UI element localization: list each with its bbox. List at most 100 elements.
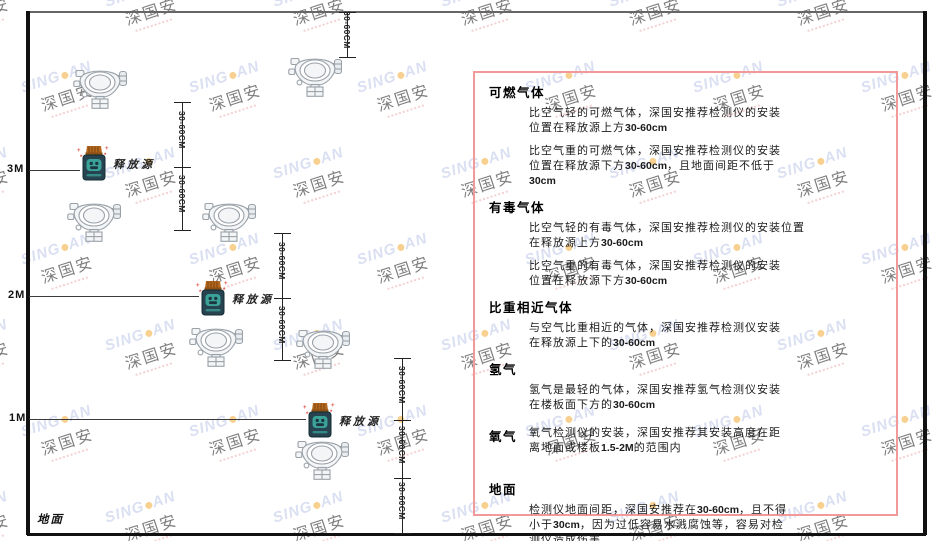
brand-dot-icon (312, 157, 322, 166)
brand-cjk-char: 安 (0, 512, 11, 534)
brand-watermark-code-mark (135, 18, 173, 33)
brand-watermark-cjk: 深国安 (122, 333, 186, 374)
release-source-icon: + + * * (196, 280, 230, 321)
gas-detector-icon (73, 67, 128, 114)
brand-cjk-char: 国 (56, 432, 78, 454)
brand-cjk-char: 安 (0, 340, 11, 362)
dimension-tick (339, 12, 356, 13)
dimension-tick (394, 478, 411, 479)
brand-watermark-cjk: 深国安 (458, 0, 522, 30)
panel-section-paragraph: 比空气重的可燃气体，深国安推荐检测仪的安装 位置在释放源下方30-60cm，且地面… (529, 145, 781, 187)
release-source-icon: + + * * (77, 145, 111, 186)
right-wall-line (923, 11, 927, 535)
panel-section-paragraph: 比空气重的有毒气体，深国安推荐检测仪的安装 位置在释放源下方30-60cm (529, 260, 781, 287)
svg-text:+: + (105, 146, 109, 152)
brand-watermark-code-mark (0, 18, 5, 33)
brand-cjk-char: 安 (73, 426, 95, 448)
svg-text:*: * (199, 290, 202, 296)
gas-installation-notes-panel: 可燃气体比空气轻的可燃气体，深国安推荐检测仪的安装 位置在释放源上方30-60cm… (473, 71, 898, 541)
dimension-label: 30-60CM (342, 11, 352, 49)
brand-watermark-code-mark (387, 276, 425, 291)
svg-text:*: * (223, 288, 226, 294)
brand-cjk-char: 国 (140, 346, 162, 368)
brand-dot-icon (60, 71, 70, 80)
brand-cjk-char: 国 (896, 432, 918, 454)
brand-cjk-char: 安 (157, 512, 179, 534)
brand-cjk-char: 国 (140, 518, 162, 540)
brand-cjk-char: 深 (459, 8, 480, 30)
brand-watermark-code-mark (135, 190, 173, 205)
gas-detector-icon (189, 325, 244, 372)
panel-section-paragraph: 检测仪地面间距，深国安推荐在30-60cm，且不得 小于30cm，因为过低容易水溅… (529, 504, 788, 541)
brand-watermark-cjk: 深国安 (38, 419, 102, 460)
ground-line (27, 533, 926, 536)
brand-watermark-code-mark (303, 18, 341, 33)
brand-watermark-code-mark (0, 362, 5, 377)
gas-detector-icon (288, 55, 343, 102)
brand-cjk-char: 深 (375, 266, 396, 288)
brand-cjk-char: 国 (392, 260, 414, 282)
dimension-tick (274, 233, 291, 234)
brand-cjk-char: 深 (795, 8, 816, 30)
brand-watermark-cjk: 深国安 (206, 419, 270, 460)
brand-cjk-char: 安 (409, 254, 431, 276)
dimension-tick (394, 533, 411, 534)
panel-section: 可燃气体比空气轻的可燃气体，深国安推荐检测仪的安装 位置在释放源上方30-60cm… (489, 82, 882, 189)
panel-section-paragraph: 比空气轻的有毒气体，深国安推荐检测仪的安装位置 在释放源上方30-60cm (529, 222, 805, 249)
brand-watermark-code-mark (51, 448, 89, 463)
panel-section-heading: 地面 (489, 483, 518, 497)
dimension-label: 30-60CM (277, 306, 287, 344)
brand-cjk-char: 安 (325, 168, 347, 190)
dimension-label: 30-60CM (177, 111, 187, 149)
brand-cjk-char: 深 (627, 8, 648, 30)
dimension-tick (174, 167, 191, 168)
svg-text:*: * (306, 412, 309, 418)
brand-watermark-code-mark (303, 190, 341, 205)
brand-watermark-code-mark (219, 104, 257, 119)
dimension-line (282, 233, 283, 360)
brand-cjk-char: 国 (224, 260, 246, 282)
height-label: 3M (7, 163, 25, 175)
dimension-tick (274, 298, 291, 299)
brand-cjk-char: 国 (224, 432, 246, 454)
brand-cjk-char: 深 (123, 180, 144, 202)
svg-text:+: + (196, 283, 200, 289)
ceiling-line (27, 11, 926, 13)
brand-cjk-char: 安 (241, 82, 263, 104)
brand-cjk-char: 安 (73, 254, 95, 276)
brand-cjk-char: 深 (39, 94, 60, 116)
brand-cjk-char: 安 (241, 254, 263, 276)
brand-cjk-char: 国 (224, 88, 246, 110)
brand-watermark-code-mark (387, 104, 425, 119)
height-reference-line (29, 296, 199, 297)
brand-cjk-char: 国 (896, 260, 918, 282)
dimension-line (402, 358, 403, 533)
panel-section-paragraph: 比空气轻的可燃气体，深国安推荐检测仪的安装 位置在释放源上方30-60cm (529, 107, 781, 134)
panel-section-paragraph: 氢气是最轻的气体，深国安推荐氢气检测仪安装 在楼板面下方的30-60cm (529, 384, 781, 411)
brand-cjk-char: 安 (493, 0, 515, 18)
dimension-tick (174, 102, 191, 103)
brand-cjk-char: 深 (375, 94, 396, 116)
panel-section: 氧气 氧气检测仪的安装，深国安推荐其安装高度在距 离地面或楼板1.5-2M的范围内 (489, 421, 882, 464)
brand-cjk-char: 安 (241, 426, 263, 448)
svg-text:*: * (104, 153, 107, 159)
brand-cjk-char: 深 (207, 94, 228, 116)
brand-cjk-char: 深 (123, 352, 144, 374)
panel-section-heading: 可燃气体 (489, 86, 546, 100)
